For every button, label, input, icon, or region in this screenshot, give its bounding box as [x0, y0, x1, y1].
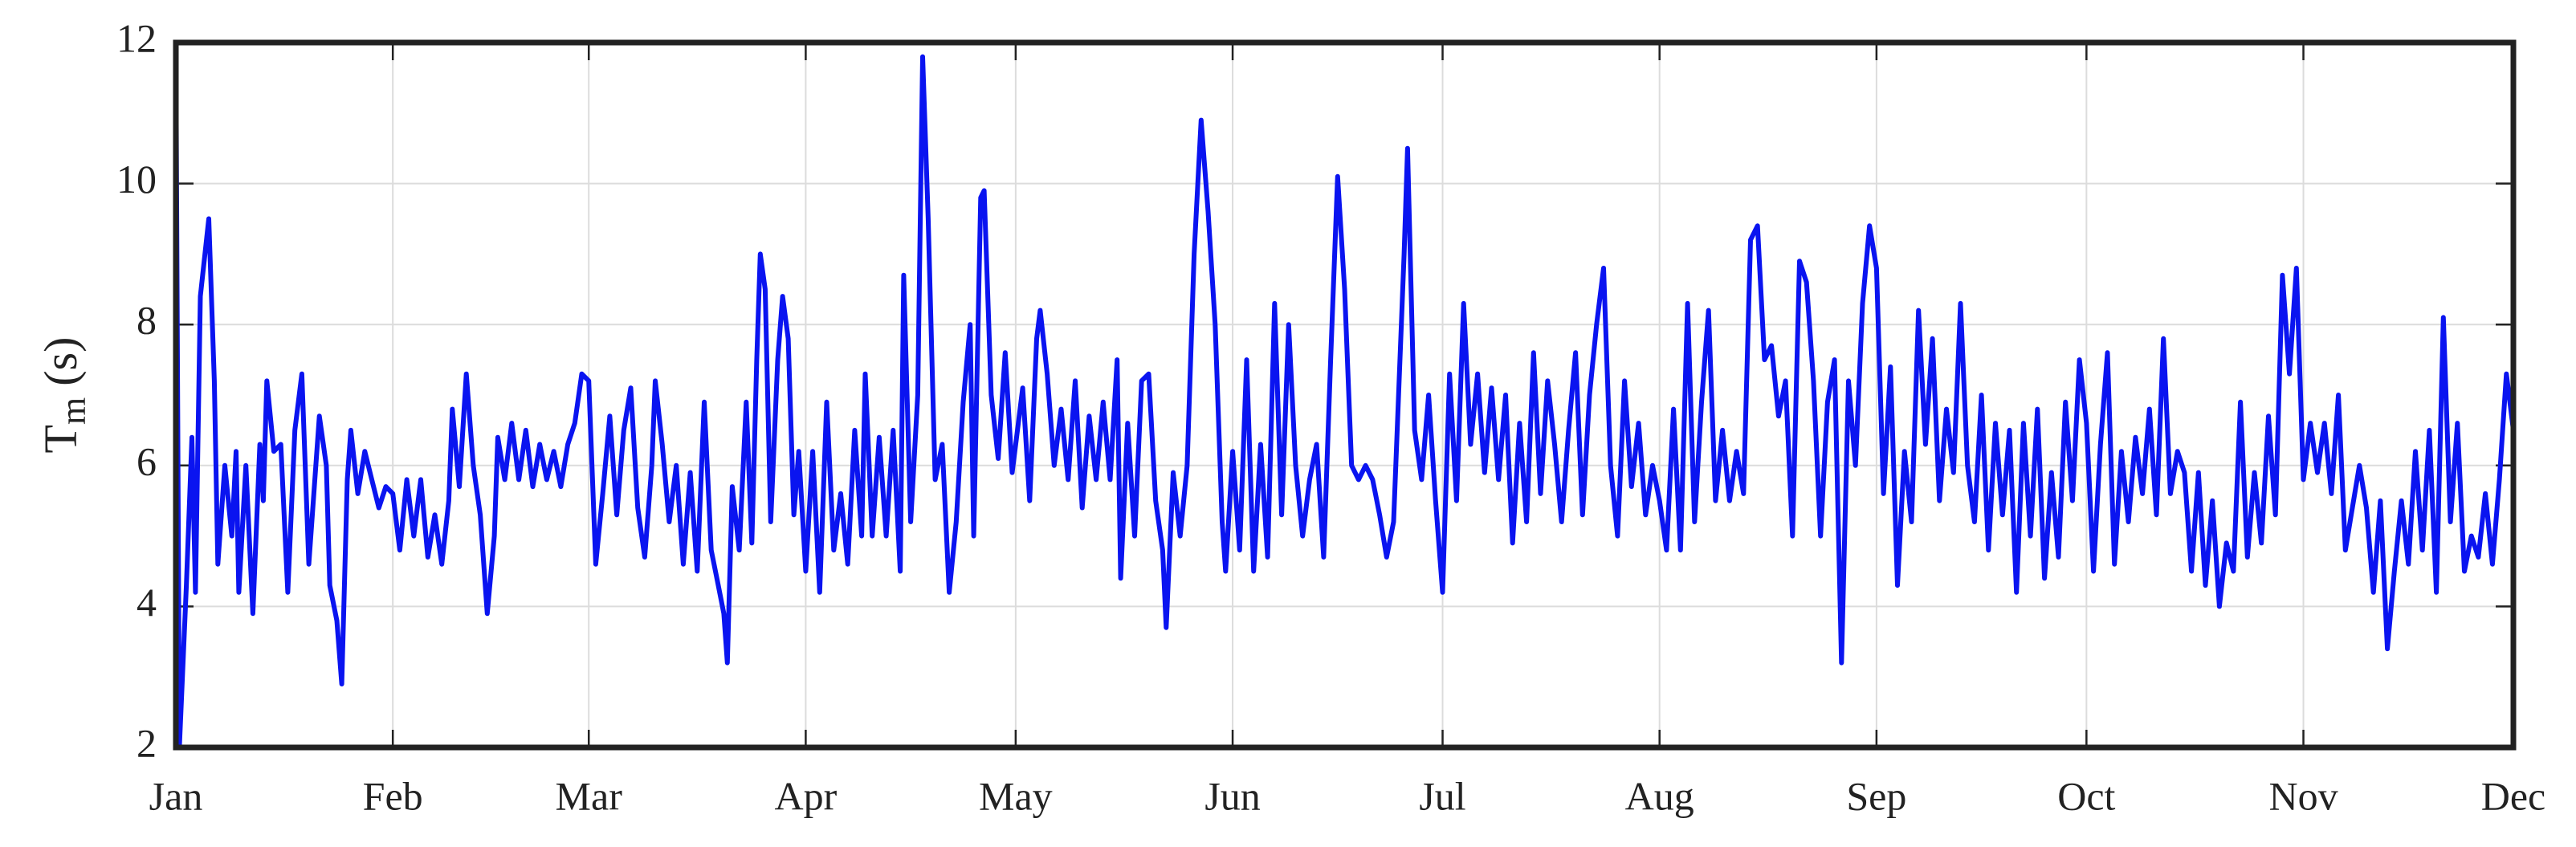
y-tick-label: 10	[116, 157, 157, 202]
x-tick-label: Oct	[2057, 773, 2115, 818]
x-tick-label: Dec	[2481, 773, 2546, 818]
y-axis-label: Tm (s)	[35, 337, 93, 454]
x-tick-label: Sep	[1846, 773, 1906, 818]
plot-frame	[173, 39, 2517, 751]
data-line	[173, 42, 2516, 750]
x-tick-label: May	[979, 773, 1053, 818]
y-tick-label: 4	[137, 580, 157, 625]
x-tick-label: Apr	[775, 773, 838, 818]
x-tick-label: Mar	[556, 773, 623, 818]
x-tick-label: Jul	[1419, 773, 1465, 818]
x-tick-label: Jun	[1204, 773, 1260, 818]
y-label-main: T	[35, 425, 87, 453]
y-label-sub: m	[54, 397, 93, 425]
y-label-unit: (s)	[35, 337, 87, 386]
y-tick-label: 2	[137, 720, 157, 765]
y-tick-label: 12	[116, 15, 157, 60]
y-tick-label: 8	[137, 298, 157, 343]
y-tick-label: 6	[137, 438, 157, 483]
x-tick-label: Aug	[1625, 773, 1694, 818]
x-tick-label: Feb	[363, 773, 423, 818]
x-tick-label: Jan	[149, 773, 203, 818]
x-tick-label: Nov	[2268, 773, 2338, 818]
